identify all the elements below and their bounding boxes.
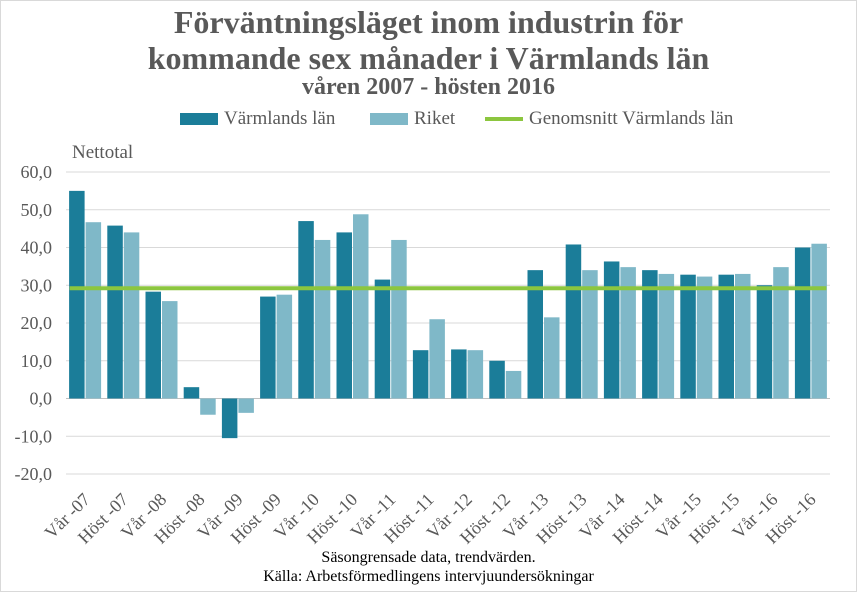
- legend-swatch-average: [485, 117, 523, 121]
- bar-riket: [200, 398, 216, 415]
- bar-riket: [696, 276, 713, 399]
- bar-varmland: [565, 244, 582, 399]
- legend-swatch-varmland: [180, 113, 218, 125]
- legend-item-average: Genomsnitt Värmlands län: [485, 108, 733, 130]
- bar-varmland: [412, 350, 429, 399]
- bar-riket: [314, 239, 331, 399]
- bar-riket: [773, 267, 789, 399]
- chart-subtitle: våren 2007 - hösten 2016: [302, 74, 555, 100]
- y-tick-label: -20,0: [15, 464, 53, 484]
- bar-riket: [238, 398, 254, 413]
- y-tick-label: 40,0: [21, 238, 53, 258]
- bar-riket: [162, 301, 178, 399]
- bar-varmland: [527, 270, 543, 399]
- y-tick-label: 50,0: [21, 200, 53, 220]
- chart-title-line1: Förväntningsläget inom industrin för: [173, 4, 684, 40]
- footer-source: Källa: Arbetsförmedlingens intervjuunder…: [263, 568, 594, 585]
- bar-varmland: [298, 221, 314, 399]
- bar-riket: [123, 232, 140, 399]
- chart-title-line2: kommande sex månader i Värmlands län: [147, 40, 710, 76]
- bar-varmland: [336, 232, 352, 399]
- bar-varmland: [145, 291, 161, 399]
- y-tick-label: -10,0: [15, 426, 53, 446]
- bar-riket: [811, 243, 827, 399]
- y-tick-label: 20,0: [21, 313, 53, 333]
- bar-riket: [735, 273, 751, 399]
- y-tick-label: 30,0: [21, 275, 53, 295]
- bar-varmland: [489, 360, 505, 399]
- bar-varmland: [451, 349, 467, 399]
- bar-varmland: [794, 247, 811, 399]
- bar-riket: [391, 239, 407, 399]
- bar-riket: [658, 273, 675, 399]
- y-tick-label: 0,0: [30, 389, 53, 409]
- bar-riket: [505, 370, 522, 399]
- bar-varmland: [603, 261, 620, 399]
- y-tick-label: 10,0: [21, 351, 53, 371]
- y-tick-label: 60,0: [21, 162, 53, 182]
- bar-varmland: [718, 274, 734, 399]
- bar-varmland: [69, 190, 85, 399]
- legend-label-average: Genomsnitt Värmlands län: [529, 108, 734, 129]
- bar-varmland: [260, 296, 276, 399]
- bar-varmland: [680, 274, 696, 399]
- bar-varmland: [107, 225, 123, 399]
- legend: Värmlands län Riket Genomsnitt Värmlands…: [0, 108, 857, 132]
- bar-riket: [429, 319, 445, 399]
- bar-varmland: [642, 270, 658, 399]
- bar-riket: [544, 317, 560, 399]
- bar-riket: [620, 267, 636, 399]
- y-axis-label: Nettotal: [72, 142, 134, 163]
- bar-riket: [467, 350, 484, 399]
- legend-label-riket: Riket: [414, 108, 456, 129]
- footer-note: Säsongrensade data, trendvärden.: [321, 549, 536, 566]
- bar-varmland: [221, 398, 238, 439]
- legend-swatch-riket: [370, 113, 408, 125]
- bar-riket: [276, 294, 293, 399]
- bar-riket: [85, 222, 102, 399]
- bar-varmland: [756, 285, 773, 399]
- legend-item-varmland: Värmlands län: [180, 108, 335, 130]
- bar-varmland: [183, 387, 200, 399]
- bar-varmland: [374, 279, 391, 399]
- bar-riket: [582, 270, 598, 399]
- legend-label-varmland: Värmlands län: [224, 108, 336, 129]
- bar-riket: [353, 214, 369, 399]
- legend-item-riket: Riket: [370, 108, 455, 130]
